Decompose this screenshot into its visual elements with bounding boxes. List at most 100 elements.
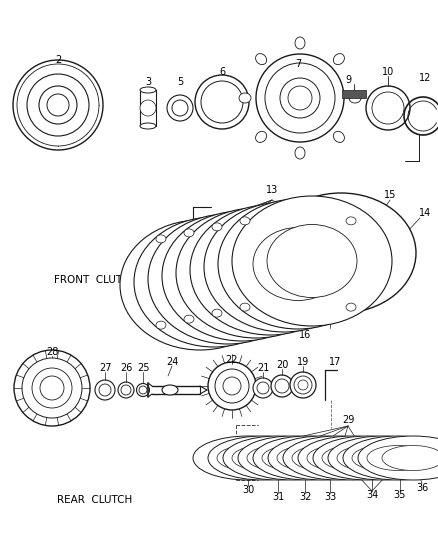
Ellipse shape [262, 235, 272, 243]
Ellipse shape [337, 446, 399, 471]
Text: 27: 27 [99, 363, 111, 373]
Ellipse shape [32, 368, 72, 408]
Ellipse shape [265, 63, 335, 133]
Ellipse shape [184, 315, 194, 323]
Ellipse shape [382, 446, 438, 471]
Ellipse shape [352, 446, 414, 471]
Ellipse shape [367, 446, 429, 471]
Ellipse shape [176, 208, 336, 338]
Ellipse shape [47, 94, 69, 116]
Ellipse shape [239, 230, 329, 303]
Text: 15: 15 [384, 190, 396, 200]
Ellipse shape [256, 54, 344, 142]
Text: FRONT  CLUTCH: FRONT CLUTCH [54, 275, 136, 285]
Ellipse shape [140, 123, 156, 129]
Text: 30: 30 [242, 485, 254, 495]
Text: 25: 25 [137, 363, 149, 373]
Ellipse shape [162, 385, 178, 395]
Ellipse shape [372, 92, 404, 124]
Ellipse shape [223, 377, 241, 395]
Ellipse shape [262, 321, 272, 329]
Ellipse shape [121, 385, 131, 395]
Ellipse shape [193, 436, 303, 480]
Ellipse shape [349, 93, 361, 103]
Text: 31: 31 [272, 492, 284, 502]
Ellipse shape [225, 233, 315, 306]
Ellipse shape [253, 228, 343, 301]
Ellipse shape [295, 147, 305, 159]
Ellipse shape [17, 64, 99, 146]
Ellipse shape [167, 95, 193, 121]
Ellipse shape [292, 446, 354, 471]
Ellipse shape [358, 436, 438, 480]
Ellipse shape [333, 54, 344, 64]
Ellipse shape [183, 243, 273, 316]
Ellipse shape [223, 436, 333, 480]
Ellipse shape [333, 131, 344, 142]
Ellipse shape [120, 220, 280, 350]
Ellipse shape [240, 303, 250, 311]
Ellipse shape [298, 380, 308, 390]
Ellipse shape [212, 309, 222, 317]
Text: 14: 14 [419, 208, 431, 218]
Ellipse shape [232, 196, 392, 326]
Ellipse shape [195, 75, 249, 129]
Ellipse shape [118, 382, 134, 398]
Ellipse shape [13, 60, 103, 150]
Ellipse shape [140, 87, 156, 93]
Ellipse shape [155, 248, 245, 321]
Text: 32: 32 [299, 492, 311, 502]
Ellipse shape [239, 93, 251, 103]
Ellipse shape [290, 315, 300, 323]
Ellipse shape [343, 436, 438, 480]
Ellipse shape [212, 223, 222, 231]
Ellipse shape [277, 446, 339, 471]
Ellipse shape [290, 372, 316, 398]
Ellipse shape [295, 37, 305, 49]
Ellipse shape [294, 376, 312, 394]
Ellipse shape [201, 81, 243, 123]
Ellipse shape [39, 86, 77, 124]
Ellipse shape [162, 211, 322, 341]
Ellipse shape [172, 100, 188, 116]
Ellipse shape [283, 436, 393, 480]
Ellipse shape [169, 246, 259, 319]
Ellipse shape [318, 223, 328, 231]
Text: 19: 19 [297, 357, 309, 367]
Text: 33: 33 [324, 492, 336, 502]
Ellipse shape [271, 375, 293, 397]
Text: 16: 16 [299, 330, 311, 340]
Ellipse shape [257, 382, 269, 394]
Text: 28: 28 [46, 347, 58, 357]
Ellipse shape [156, 321, 166, 329]
Ellipse shape [204, 202, 364, 332]
Ellipse shape [346, 303, 356, 311]
Ellipse shape [290, 229, 300, 237]
Ellipse shape [322, 446, 384, 471]
Ellipse shape [215, 369, 249, 403]
Ellipse shape [256, 131, 267, 142]
Ellipse shape [148, 214, 308, 344]
Ellipse shape [268, 436, 378, 480]
Ellipse shape [27, 74, 89, 136]
Ellipse shape [218, 199, 378, 329]
Text: 13: 13 [266, 185, 278, 195]
Ellipse shape [139, 386, 147, 394]
Text: 20: 20 [276, 360, 288, 370]
Ellipse shape [301, 221, 381, 286]
Text: 12: 12 [419, 73, 431, 83]
Ellipse shape [298, 436, 408, 480]
Text: REAR  CLUTCH: REAR CLUTCH [57, 495, 133, 505]
Text: 35: 35 [394, 490, 406, 500]
Ellipse shape [197, 239, 287, 312]
Ellipse shape [211, 237, 301, 310]
Ellipse shape [208, 362, 256, 410]
Ellipse shape [14, 350, 90, 426]
Ellipse shape [253, 378, 273, 398]
Ellipse shape [346, 217, 356, 225]
Ellipse shape [40, 376, 64, 400]
Text: 24: 24 [166, 357, 178, 367]
Ellipse shape [366, 86, 410, 130]
Ellipse shape [217, 446, 279, 471]
Bar [342, 90, 366, 98]
